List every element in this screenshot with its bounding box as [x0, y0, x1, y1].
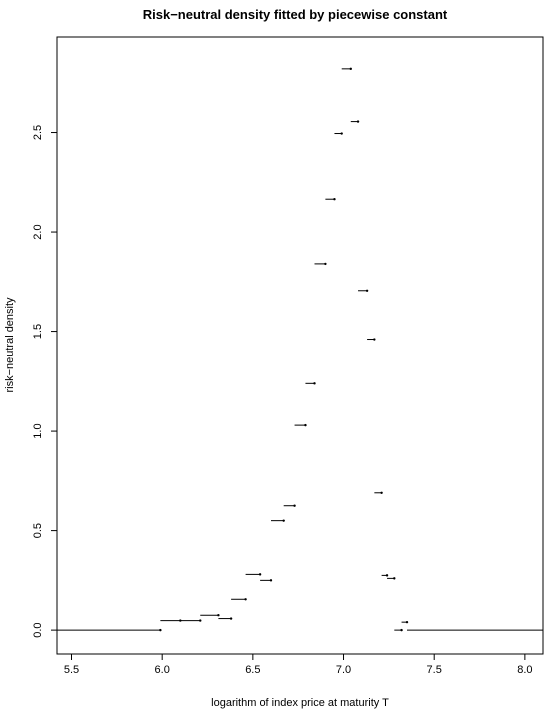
segment-endpoint	[244, 598, 247, 601]
segment-endpoint	[269, 579, 273, 582]
chart-title: Risk−neutral density fitted by piecewise…	[143, 7, 448, 22]
segment-endpoint	[356, 120, 360, 123]
segment-endpoint	[349, 67, 352, 71]
segment-endpoint	[393, 577, 396, 580]
segment-endpoint	[293, 504, 296, 507]
x-tick-label: 5.5	[64, 664, 79, 676]
segment-endpoint	[229, 617, 233, 620]
y-tick-label: 0.0	[32, 622, 44, 637]
segment-endpoint	[385, 574, 389, 577]
segment-endpoint	[400, 628, 403, 632]
y-tick-label: 2.0	[32, 224, 44, 239]
x-axis-label: logarithm of index price at maturity T	[211, 697, 389, 709]
x-tick-label: 7.5	[427, 664, 442, 676]
plot-frame	[56, 36, 544, 655]
segment-endpoint	[333, 198, 336, 201]
y-tick-label: 2.5	[32, 125, 44, 140]
segment-endpoint	[217, 613, 220, 617]
y-axis: 0.0 0.5 1.0 1.5 2.0 2.5	[32, 125, 57, 638]
y-tick-label: 0.5	[32, 523, 44, 538]
density-steps	[57, 67, 543, 632]
segment-endpoint	[282, 519, 285, 522]
x-axis: 5.5 6.0 6.5 7.0 7.5 8.0	[64, 654, 533, 676]
y-tick-label: 1.5	[32, 324, 44, 339]
segment-endpoint	[340, 132, 343, 135]
y-axis-label: risk−neutral density	[4, 297, 16, 393]
x-tick-label: 6.0	[155, 664, 170, 676]
segment-endpoint	[199, 619, 202, 622]
segment-endpoint	[258, 573, 262, 576]
segment-endpoint	[380, 491, 383, 494]
x-tick-label: 7.0	[336, 664, 351, 676]
segment-endpoint	[405, 620, 409, 624]
segment-endpoint	[313, 382, 316, 385]
segment-endpoint	[365, 289, 369, 292]
segment-endpoint	[324, 262, 327, 266]
x-tick-label: 6.5	[245, 664, 260, 676]
y-tick-label: 1.0	[32, 423, 44, 438]
segment-endpoint	[304, 423, 307, 427]
segment-endpoint	[159, 628, 162, 632]
x-tick-label: 8.0	[517, 664, 532, 676]
segment-endpoint	[373, 338, 376, 341]
